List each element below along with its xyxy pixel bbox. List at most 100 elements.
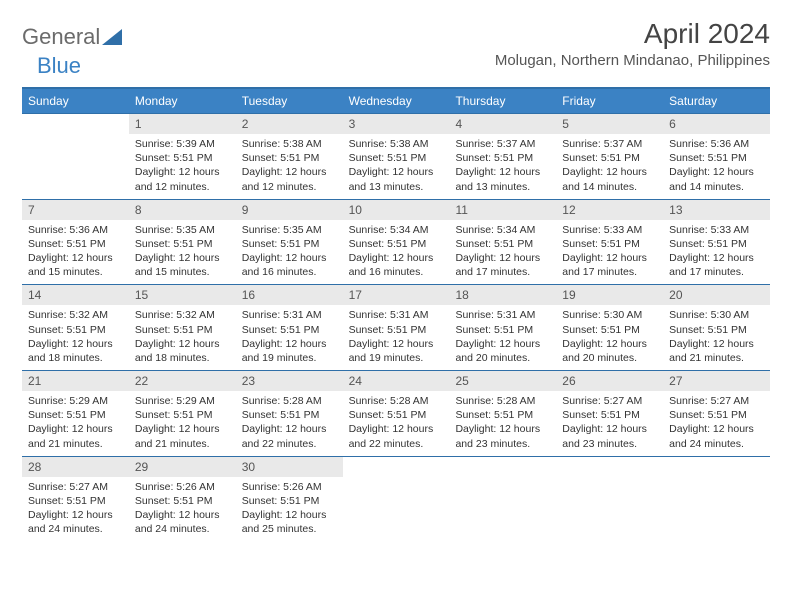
logo-triangle-icon	[102, 29, 122, 45]
calendar-cell: 25Sunrise: 5:28 AMSunset: 5:51 PMDayligh…	[449, 371, 556, 456]
calendar-cell: 24Sunrise: 5:28 AMSunset: 5:51 PMDayligh…	[343, 371, 450, 456]
day-number: 19	[556, 285, 663, 305]
day-data: Sunrise: 5:33 AMSunset: 5:51 PMDaylight:…	[663, 220, 770, 285]
week-row: 28Sunrise: 5:27 AMSunset: 5:51 PMDayligh…	[22, 456, 770, 542]
day-number: 13	[663, 200, 770, 220]
day-data: Sunrise: 5:28 AMSunset: 5:51 PMDaylight:…	[236, 391, 343, 456]
logo-text-general: General	[22, 24, 100, 50]
day-number: 29	[129, 457, 236, 477]
day-number: 15	[129, 285, 236, 305]
day-number	[449, 457, 556, 477]
calendar-cell	[343, 457, 450, 542]
day-data: Sunrise: 5:38 AMSunset: 5:51 PMDaylight:…	[236, 134, 343, 199]
day-data: Sunrise: 5:30 AMSunset: 5:51 PMDaylight:…	[663, 305, 770, 370]
day-data: Sunrise: 5:27 AMSunset: 5:51 PMDaylight:…	[556, 391, 663, 456]
week-row: 21Sunrise: 5:29 AMSunset: 5:51 PMDayligh…	[22, 370, 770, 456]
calendar-cell: 26Sunrise: 5:27 AMSunset: 5:51 PMDayligh…	[556, 371, 663, 456]
day-data: Sunrise: 5:29 AMSunset: 5:51 PMDaylight:…	[129, 391, 236, 456]
dayheader-friday: Friday	[556, 89, 663, 113]
day-data: Sunrise: 5:29 AMSunset: 5:51 PMDaylight:…	[22, 391, 129, 456]
calendar-cell	[556, 457, 663, 542]
day-number: 4	[449, 114, 556, 134]
day-number: 2	[236, 114, 343, 134]
calendar-cell: 14Sunrise: 5:32 AMSunset: 5:51 PMDayligh…	[22, 285, 129, 370]
day-data: Sunrise: 5:32 AMSunset: 5:51 PMDaylight:…	[129, 305, 236, 370]
calendar-cell: 9Sunrise: 5:35 AMSunset: 5:51 PMDaylight…	[236, 200, 343, 285]
calendar-cell: 19Sunrise: 5:30 AMSunset: 5:51 PMDayligh…	[556, 285, 663, 370]
day-data: Sunrise: 5:27 AMSunset: 5:51 PMDaylight:…	[663, 391, 770, 456]
month-title: April 2024	[495, 18, 770, 50]
calendar-cell: 30Sunrise: 5:26 AMSunset: 5:51 PMDayligh…	[236, 457, 343, 542]
day-number: 12	[556, 200, 663, 220]
dayheader-monday: Monday	[129, 89, 236, 113]
calendar-cell: 5Sunrise: 5:37 AMSunset: 5:51 PMDaylight…	[556, 114, 663, 199]
day-number: 18	[449, 285, 556, 305]
day-number: 20	[663, 285, 770, 305]
dayheader-row: SundayMondayTuesdayWednesdayThursdayFrid…	[22, 89, 770, 113]
day-number	[22, 114, 129, 134]
calendar-cell: 28Sunrise: 5:27 AMSunset: 5:51 PMDayligh…	[22, 457, 129, 542]
calendar-cell: 21Sunrise: 5:29 AMSunset: 5:51 PMDayligh…	[22, 371, 129, 456]
calendar-cell: 22Sunrise: 5:29 AMSunset: 5:51 PMDayligh…	[129, 371, 236, 456]
calendar-cell: 17Sunrise: 5:31 AMSunset: 5:51 PMDayligh…	[343, 285, 450, 370]
calendar-cell: 11Sunrise: 5:34 AMSunset: 5:51 PMDayligh…	[449, 200, 556, 285]
day-data: Sunrise: 5:36 AMSunset: 5:51 PMDaylight:…	[22, 220, 129, 285]
day-data: Sunrise: 5:30 AMSunset: 5:51 PMDaylight:…	[556, 305, 663, 370]
day-data: Sunrise: 5:34 AMSunset: 5:51 PMDaylight:…	[343, 220, 450, 285]
calendar-cell: 23Sunrise: 5:28 AMSunset: 5:51 PMDayligh…	[236, 371, 343, 456]
day-number: 6	[663, 114, 770, 134]
day-data: Sunrise: 5:37 AMSunset: 5:51 PMDaylight:…	[556, 134, 663, 199]
calendar: SundayMondayTuesdayWednesdayThursdayFrid…	[22, 87, 770, 541]
calendar-cell: 18Sunrise: 5:31 AMSunset: 5:51 PMDayligh…	[449, 285, 556, 370]
calendar-cell: 27Sunrise: 5:27 AMSunset: 5:51 PMDayligh…	[663, 371, 770, 456]
calendar-cell: 29Sunrise: 5:26 AMSunset: 5:51 PMDayligh…	[129, 457, 236, 542]
week-row: 1Sunrise: 5:39 AMSunset: 5:51 PMDaylight…	[22, 113, 770, 199]
calendar-cell: 16Sunrise: 5:31 AMSunset: 5:51 PMDayligh…	[236, 285, 343, 370]
calendar-cell: 8Sunrise: 5:35 AMSunset: 5:51 PMDaylight…	[129, 200, 236, 285]
dayheader-tuesday: Tuesday	[236, 89, 343, 113]
day-number: 30	[236, 457, 343, 477]
day-number: 26	[556, 371, 663, 391]
calendar-cell: 1Sunrise: 5:39 AMSunset: 5:51 PMDaylight…	[129, 114, 236, 199]
day-number: 27	[663, 371, 770, 391]
day-number	[343, 457, 450, 477]
dayheader-saturday: Saturday	[663, 89, 770, 113]
logo: General	[22, 24, 122, 50]
day-data: Sunrise: 5:28 AMSunset: 5:51 PMDaylight:…	[449, 391, 556, 456]
week-row: 7Sunrise: 5:36 AMSunset: 5:51 PMDaylight…	[22, 199, 770, 285]
day-number: 23	[236, 371, 343, 391]
day-number	[556, 457, 663, 477]
calendar-cell: 20Sunrise: 5:30 AMSunset: 5:51 PMDayligh…	[663, 285, 770, 370]
day-data: Sunrise: 5:31 AMSunset: 5:51 PMDaylight:…	[343, 305, 450, 370]
day-number: 16	[236, 285, 343, 305]
day-data: Sunrise: 5:26 AMSunset: 5:51 PMDaylight:…	[129, 477, 236, 542]
day-number: 9	[236, 200, 343, 220]
calendar-cell: 10Sunrise: 5:34 AMSunset: 5:51 PMDayligh…	[343, 200, 450, 285]
dayheader-thursday: Thursday	[449, 89, 556, 113]
calendar-cell	[449, 457, 556, 542]
day-data: Sunrise: 5:33 AMSunset: 5:51 PMDaylight:…	[556, 220, 663, 285]
calendar-cell: 7Sunrise: 5:36 AMSunset: 5:51 PMDaylight…	[22, 200, 129, 285]
day-data: Sunrise: 5:35 AMSunset: 5:51 PMDaylight:…	[236, 220, 343, 285]
day-number: 14	[22, 285, 129, 305]
day-number: 10	[343, 200, 450, 220]
day-data: Sunrise: 5:37 AMSunset: 5:51 PMDaylight:…	[449, 134, 556, 199]
day-number: 1	[129, 114, 236, 134]
calendar-cell: 3Sunrise: 5:38 AMSunset: 5:51 PMDaylight…	[343, 114, 450, 199]
logo-text-blue: Blue	[37, 53, 81, 78]
day-data: Sunrise: 5:35 AMSunset: 5:51 PMDaylight:…	[129, 220, 236, 285]
day-data: Sunrise: 5:26 AMSunset: 5:51 PMDaylight:…	[236, 477, 343, 542]
calendar-cell: 2Sunrise: 5:38 AMSunset: 5:51 PMDaylight…	[236, 114, 343, 199]
day-number: 11	[449, 200, 556, 220]
calendar-cell	[22, 114, 129, 199]
calendar-cell	[663, 457, 770, 542]
day-data: Sunrise: 5:32 AMSunset: 5:51 PMDaylight:…	[22, 305, 129, 370]
day-data: Sunrise: 5:34 AMSunset: 5:51 PMDaylight:…	[449, 220, 556, 285]
day-number: 24	[343, 371, 450, 391]
day-number: 28	[22, 457, 129, 477]
day-number: 17	[343, 285, 450, 305]
day-data: Sunrise: 5:31 AMSunset: 5:51 PMDaylight:…	[236, 305, 343, 370]
day-number: 7	[22, 200, 129, 220]
day-number: 8	[129, 200, 236, 220]
day-number: 25	[449, 371, 556, 391]
